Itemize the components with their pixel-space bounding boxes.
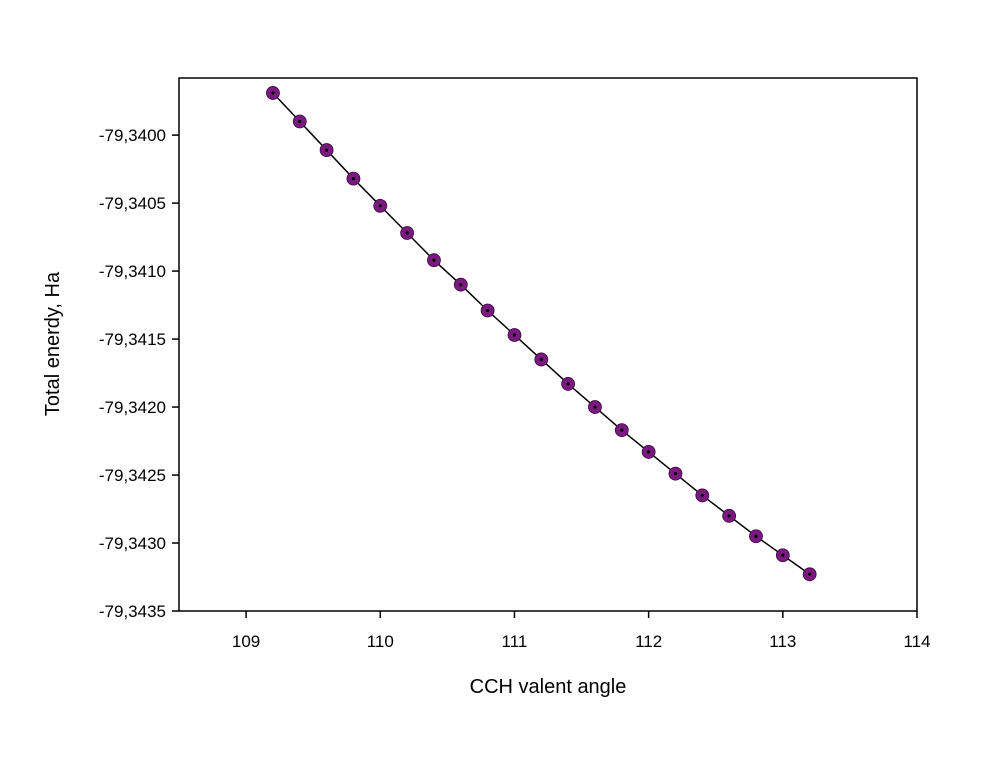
y-axis: -79,3400 -79,3405 -79,3410 -79,3415 -79,3420… [99,126,179,621]
data-point-center [271,91,275,95]
y-axis-title: Total enerdy, Ha [42,271,64,416]
data-point-center [781,553,785,557]
data-point-center [351,177,356,181]
x-tick-label: 112 [635,632,662,651]
x-tick-label: 111 [502,632,528,651]
data-point-center [593,405,597,409]
data-point-center [566,382,570,386]
y-tick-label: -79,3405 [99,194,166,213]
data-point-center [700,493,704,498]
data-point-center [727,514,731,518]
data-point-center [539,357,543,362]
x-axis-title: CCH valent angle [470,676,627,698]
data-point-center [298,119,302,124]
y-tick-label: -79,3435 [99,602,166,621]
y-tick-label: -79,3400 [99,126,166,145]
data-point-center [754,534,758,538]
plot-area [178,77,918,612]
data-point-center [405,231,409,235]
data-point-center [647,450,651,454]
y-tick-label: -79,3430 [99,534,166,553]
data-point-center [459,283,463,287]
x-tick-label: 114 [903,632,930,651]
data-point-center [808,572,812,576]
data-point-center [432,258,436,262]
data-point-center [325,148,329,152]
y-tick-label: -79,3410 [99,262,166,281]
data-point-center [378,204,382,208]
x-tick-label: 113 [769,632,796,651]
x-tick-label: 109 [232,632,260,651]
x-axis: 109 110 111 112 113 114 [232,611,931,651]
data-points [266,86,817,582]
x-tick-label: 110 [367,632,394,651]
y-tick-label: -79,3425 [99,466,166,485]
y-tick-label: -79,3415 [99,330,166,349]
data-point-center [512,333,517,337]
data-point-center [486,308,490,313]
data-point-center [673,472,678,476]
data-point-center [620,428,624,432]
y-tick-label: -79,3420 [99,398,166,417]
